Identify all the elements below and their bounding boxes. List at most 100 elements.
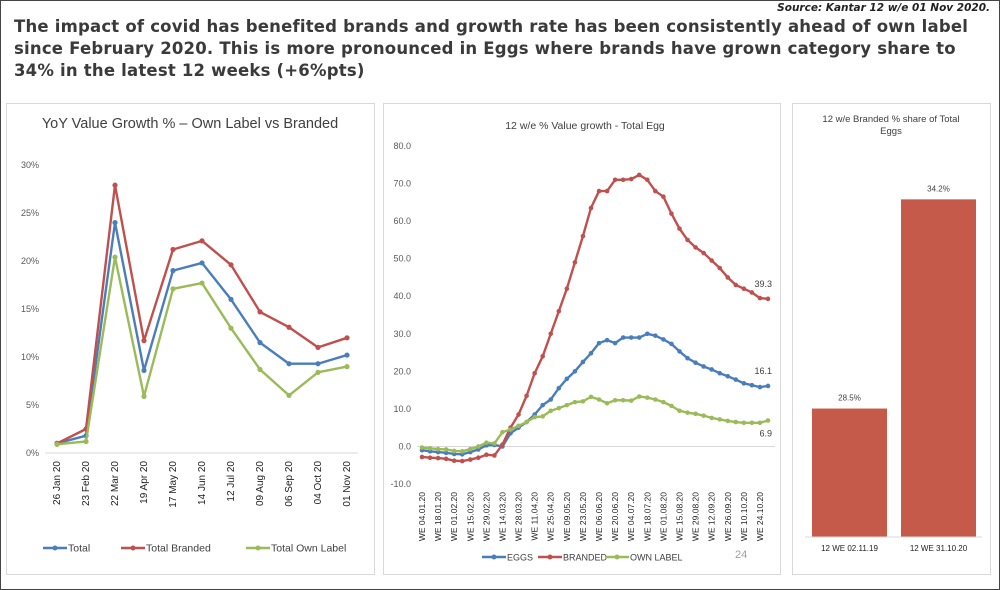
data-point (556, 405, 562, 411)
data-point (661, 337, 666, 342)
data-point (661, 399, 666, 405)
x-tick-label: WE 24.10.20 (755, 492, 765, 541)
data-point (596, 340, 602, 346)
y-tick-label: 20.0 (393, 366, 411, 376)
data-point (604, 188, 610, 194)
data-point (572, 399, 578, 405)
end-value-label: 39.3 (754, 279, 772, 289)
data-point (459, 449, 465, 454)
data-point (628, 176, 634, 182)
data-point (677, 226, 682, 231)
data-point (733, 419, 739, 425)
y-tick-label: 60.0 (393, 216, 411, 226)
x-tick-label: WE 28.03.20 (514, 492, 524, 541)
data-point (427, 446, 433, 451)
x-tick-label: 17 May 20 (168, 461, 179, 508)
data-point (749, 420, 755, 426)
data-point (564, 376, 570, 382)
data-point (765, 296, 771, 302)
legend-label: BRANDED (563, 553, 608, 563)
y-tick-label: 40.0 (393, 291, 411, 301)
data-point (170, 286, 176, 292)
bar (812, 408, 887, 537)
data-point (741, 381, 747, 386)
data-point (286, 361, 292, 367)
data-point (141, 338, 147, 344)
series-line-own-label (421, 395, 769, 453)
data-point (685, 355, 690, 361)
data-point (228, 325, 234, 331)
data-point (476, 455, 481, 461)
data-point (419, 454, 425, 460)
x-tick-label: WE 04.07.20 (626, 492, 636, 541)
data-point (757, 420, 763, 426)
egg-value-growth-chart-panel (383, 103, 781, 575)
bar-data-label: 34.2% (927, 184, 950, 193)
data-point (693, 411, 698, 417)
data-point (693, 245, 698, 250)
data-point (524, 419, 529, 425)
data-point (315, 369, 321, 375)
data-point (580, 359, 586, 365)
x-tick-label: WE 23.05.20 (578, 492, 588, 541)
legend-marker (130, 545, 136, 551)
x-tick-label: 23 Feb 20 (81, 461, 92, 506)
yoy-growth-chart-panel (6, 103, 375, 575)
y-tick-label: 5% (26, 400, 39, 410)
data-point (451, 448, 457, 454)
data-point (717, 370, 723, 376)
data-point (112, 182, 118, 188)
data-point (741, 286, 747, 292)
data-point (492, 441, 497, 446)
x-tick-label: WE 12.09.20 (707, 492, 717, 541)
bar-data-label: 28.5% (838, 394, 861, 403)
data-point (141, 393, 147, 399)
data-point (701, 413, 706, 418)
data-point (596, 188, 602, 194)
data-point (588, 205, 594, 211)
x-tick-label: 14 Jun 20 (197, 461, 208, 505)
data-point (548, 331, 554, 337)
legend-marker (547, 554, 553, 560)
data-point (709, 367, 714, 372)
data-point (757, 295, 763, 301)
data-point (257, 309, 263, 315)
x-tick-label: 12 WE 31.10.20 (910, 544, 968, 553)
data-point (725, 373, 731, 379)
legend-marker (52, 545, 58, 551)
x-tick-label: 26 Jan 20 (52, 461, 63, 505)
data-point (701, 364, 706, 369)
series-line-eggs (421, 332, 769, 456)
data-point (620, 397, 626, 403)
data-point (443, 447, 449, 452)
data-point (749, 290, 755, 295)
data-point (749, 382, 755, 388)
data-point (170, 268, 176, 274)
data-point (628, 335, 634, 340)
data-point (443, 456, 449, 462)
data-point (757, 384, 763, 390)
data-point (677, 408, 682, 414)
data-point (693, 360, 698, 365)
data-point (435, 455, 441, 461)
page-number: 24 (735, 549, 747, 561)
data-point (612, 397, 618, 403)
data-point (83, 438, 89, 445)
data-point (669, 403, 674, 409)
data-point (741, 420, 747, 426)
data-point (636, 394, 642, 399)
x-tick-label: 12 WE 02.11.19 (821, 544, 878, 553)
data-point (733, 377, 739, 382)
data-point (484, 440, 489, 445)
data-point (516, 412, 521, 417)
y-tick-label: 30.0 (393, 329, 411, 339)
data-point (112, 220, 118, 226)
data-point (580, 233, 586, 239)
legend-marker (614, 554, 620, 560)
data-point (344, 352, 350, 358)
legend-marker (255, 545, 261, 551)
y-tick-label: 10.0 (393, 404, 411, 414)
data-point (636, 172, 642, 178)
x-tick-label: WE 29.02.20 (481, 492, 491, 541)
y-tick-label: 50.0 (393, 254, 411, 264)
